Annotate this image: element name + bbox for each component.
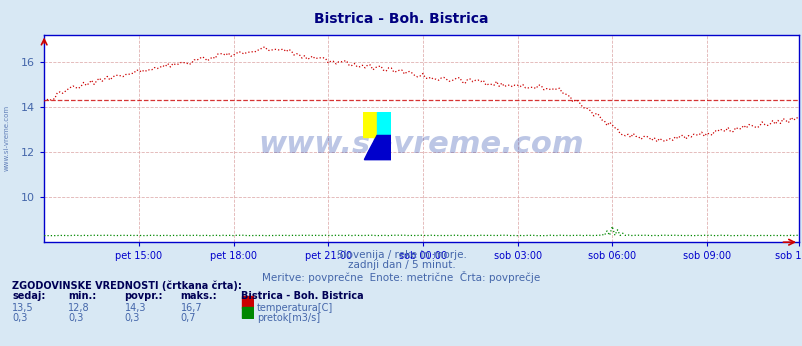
Bar — [363, 112, 377, 137]
Text: 0,3: 0,3 — [68, 313, 83, 323]
Text: Bistrica - Boh. Bistrica: Bistrica - Boh. Bistrica — [241, 291, 363, 301]
Text: www.si-vreme.com: www.si-vreme.com — [3, 105, 10, 172]
Text: povpr.:: povpr.: — [124, 291, 163, 301]
Text: Meritve: povprečne  Enote: metrične  Črta: povprečje: Meritve: povprečne Enote: metrične Črta:… — [262, 271, 540, 283]
Text: www.si-vreme.com: www.si-vreme.com — [258, 130, 584, 159]
Text: min.:: min.: — [68, 291, 96, 301]
Text: Slovenija / reke in morje.: Slovenija / reke in morje. — [336, 250, 466, 260]
Text: 16,7: 16,7 — [180, 303, 202, 313]
Text: Bistrica - Boh. Bistrica: Bistrica - Boh. Bistrica — [314, 12, 488, 26]
Text: 0,3: 0,3 — [12, 313, 27, 323]
Text: ZGODOVINSKE VREDNOSTI (črtkana črta):: ZGODOVINSKE VREDNOSTI (črtkana črta): — [12, 281, 241, 291]
Text: maks.:: maks.: — [180, 291, 217, 301]
Text: zadnji dan / 5 minut.: zadnji dan / 5 minut. — [347, 260, 455, 270]
Text: 12,8: 12,8 — [68, 303, 90, 313]
Text: 0,7: 0,7 — [180, 313, 196, 323]
Text: 14,3: 14,3 — [124, 303, 146, 313]
Bar — [377, 112, 391, 137]
Text: pretok[m3/s]: pretok[m3/s] — [257, 313, 320, 323]
Polygon shape — [364, 135, 391, 160]
Text: 0,3: 0,3 — [124, 313, 140, 323]
Text: sedaj:: sedaj: — [12, 291, 46, 301]
Text: temperatura[C]: temperatura[C] — [257, 303, 333, 313]
Text: 13,5: 13,5 — [12, 303, 34, 313]
